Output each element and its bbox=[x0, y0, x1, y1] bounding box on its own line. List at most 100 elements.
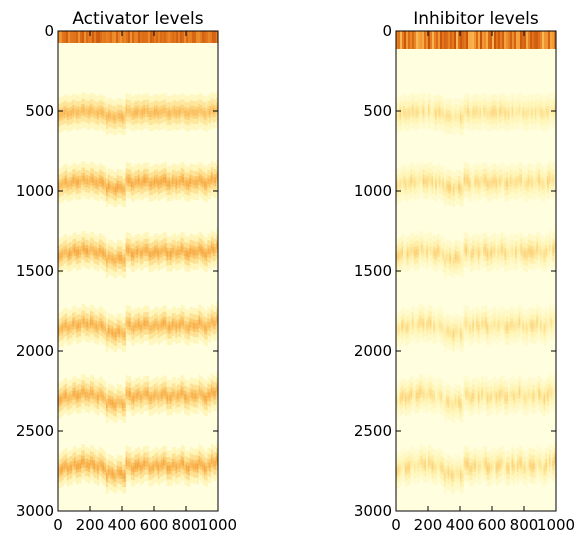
activator-band-cell bbox=[84, 391, 88, 398]
activator-band-cell bbox=[70, 250, 73, 257]
activator-band-cell bbox=[200, 320, 203, 327]
inhibitor-band-cell bbox=[500, 460, 504, 466]
inhibitor-band-cell bbox=[541, 324, 545, 331]
inhibitor-top-edge-cell bbox=[410, 31, 413, 49]
inhibitor-band-cell bbox=[534, 323, 538, 329]
inhibitor-band-cell bbox=[465, 177, 468, 184]
inhibitor-band-cell bbox=[435, 110, 438, 117]
inhibitor-band-cell bbox=[445, 327, 449, 334]
activator-band-cell bbox=[193, 463, 196, 470]
activator-band-cell bbox=[198, 176, 201, 183]
activator-y-tick-label: 2500 bbox=[16, 422, 54, 440]
activator-band-cell bbox=[68, 465, 72, 471]
activator-band-cell bbox=[180, 176, 184, 183]
inhibitor-band-cell bbox=[463, 246, 466, 253]
inhibitor-band-cell bbox=[486, 465, 490, 472]
inhibitor-top-edge-cell bbox=[490, 31, 493, 49]
inhibitor-band-cell bbox=[495, 110, 498, 117]
inhibitor-band-cell bbox=[442, 466, 445, 473]
activator-band-cell bbox=[173, 321, 176, 328]
inhibitor-band-cell bbox=[486, 251, 490, 258]
activator-band-cell bbox=[191, 321, 194, 328]
inhibitor-band-cell bbox=[460, 114, 463, 121]
inhibitor-band-cell bbox=[509, 321, 513, 328]
activator-band-cell bbox=[116, 112, 120, 119]
inhibitor-band-cell bbox=[536, 389, 539, 395]
inhibitor-band-cell bbox=[428, 319, 431, 326]
activator-band-cell bbox=[205, 325, 208, 332]
inhibitor-band-cell bbox=[413, 179, 417, 186]
activator-band-cell bbox=[120, 399, 123, 406]
inhibitor-top-edge-cell bbox=[406, 31, 409, 49]
inhibitor-band-cell bbox=[403, 322, 406, 328]
inhibitor-band-cell bbox=[458, 113, 461, 119]
inhibitor-band-cell bbox=[460, 186, 463, 193]
activator-band-cell bbox=[114, 257, 118, 264]
inhibitor-band-cell bbox=[396, 253, 399, 260]
activator-band-cell bbox=[84, 321, 88, 328]
activator-band-cell bbox=[189, 391, 192, 398]
activator-band-cell bbox=[63, 179, 66, 186]
inhibitor-band-cell bbox=[538, 460, 541, 467]
activator-band-cell bbox=[214, 320, 217, 327]
activator-band-cell bbox=[184, 110, 187, 116]
inhibitor-band-cell bbox=[486, 325, 490, 331]
activator-band-cell bbox=[170, 395, 173, 401]
inhibitor-band-cell bbox=[545, 391, 548, 398]
activator-top-edge-cell bbox=[112, 31, 115, 43]
inhibitor-band-cell bbox=[532, 179, 536, 186]
inhibitor-band-cell bbox=[545, 462, 548, 468]
inhibitor-band-cell bbox=[508, 251, 511, 257]
inhibitor-top-edge-cell bbox=[498, 31, 501, 49]
inhibitor-band-cell bbox=[431, 393, 434, 399]
inhibitor-top-edge-cell bbox=[426, 31, 429, 49]
activator-band-cell bbox=[205, 396, 208, 402]
activator-band-cell bbox=[191, 462, 194, 468]
inhibitor-band-cell bbox=[522, 250, 525, 257]
inhibitor-band-cell bbox=[477, 180, 481, 187]
activator-band-cell bbox=[164, 320, 168, 326]
activator-band-cell bbox=[166, 180, 169, 187]
inhibitor-y-tick-label: 2000 bbox=[354, 342, 392, 360]
inhibitor-y-tick-label: 2500 bbox=[354, 422, 392, 440]
activator-top-edge-cell bbox=[184, 31, 187, 43]
inhibitor-top-edge-cell bbox=[540, 31, 543, 49]
activator-band-cell bbox=[84, 108, 88, 115]
inhibitor-top-edge-cell bbox=[506, 31, 509, 49]
inhibitor-band-cell bbox=[500, 176, 504, 183]
inhibitor-band-cell bbox=[468, 251, 472, 258]
activator-band-cell bbox=[107, 327, 111, 334]
inhibitor-band-cell bbox=[442, 395, 445, 402]
activator-band-cell bbox=[82, 388, 86, 395]
inhibitor-band-cell bbox=[509, 178, 513, 185]
inhibitor-band-cell bbox=[454, 112, 458, 119]
inhibitor-band-cell bbox=[412, 390, 415, 397]
activator-band-cell bbox=[88, 392, 91, 399]
inhibitor-top-edge-cell bbox=[546, 31, 549, 49]
inhibitor-band-cell bbox=[406, 394, 410, 401]
activator-band-cell bbox=[207, 462, 210, 468]
inhibitor-band-cell bbox=[451, 331, 454, 337]
inhibitor-x-tick-label: 0 bbox=[391, 516, 401, 534]
activator-band-cell bbox=[88, 249, 91, 255]
inhibitor-top-edge-cell bbox=[554, 31, 556, 49]
inhibitor-band-cell bbox=[511, 461, 514, 468]
inhibitor-band-cell bbox=[408, 323, 411, 330]
activator-top-edge-cell bbox=[196, 31, 199, 43]
inhibitor-band-cell bbox=[440, 324, 443, 330]
inhibitor-top-edge-cell bbox=[438, 31, 441, 49]
activator-band-cell bbox=[145, 177, 148, 184]
activator-band-cell bbox=[143, 177, 146, 184]
activator-band-cell bbox=[186, 324, 189, 331]
inhibitor-top-edge-cell bbox=[522, 31, 525, 49]
activator-band-cell bbox=[130, 465, 134, 472]
activator-top-edge-cell bbox=[178, 31, 181, 43]
inhibitor-band-cell bbox=[495, 464, 498, 471]
inhibitor-band-cell bbox=[428, 246, 431, 252]
inhibitor-band-cell bbox=[479, 463, 482, 470]
inhibitor-band-cell bbox=[479, 322, 482, 329]
inhibitor-band-cell bbox=[499, 178, 502, 185]
inhibitor-y-tick-label: 1000 bbox=[354, 182, 392, 200]
inhibitor-x-tick-label: 600 bbox=[478, 516, 507, 534]
inhibitor-band-cell bbox=[536, 107, 539, 114]
